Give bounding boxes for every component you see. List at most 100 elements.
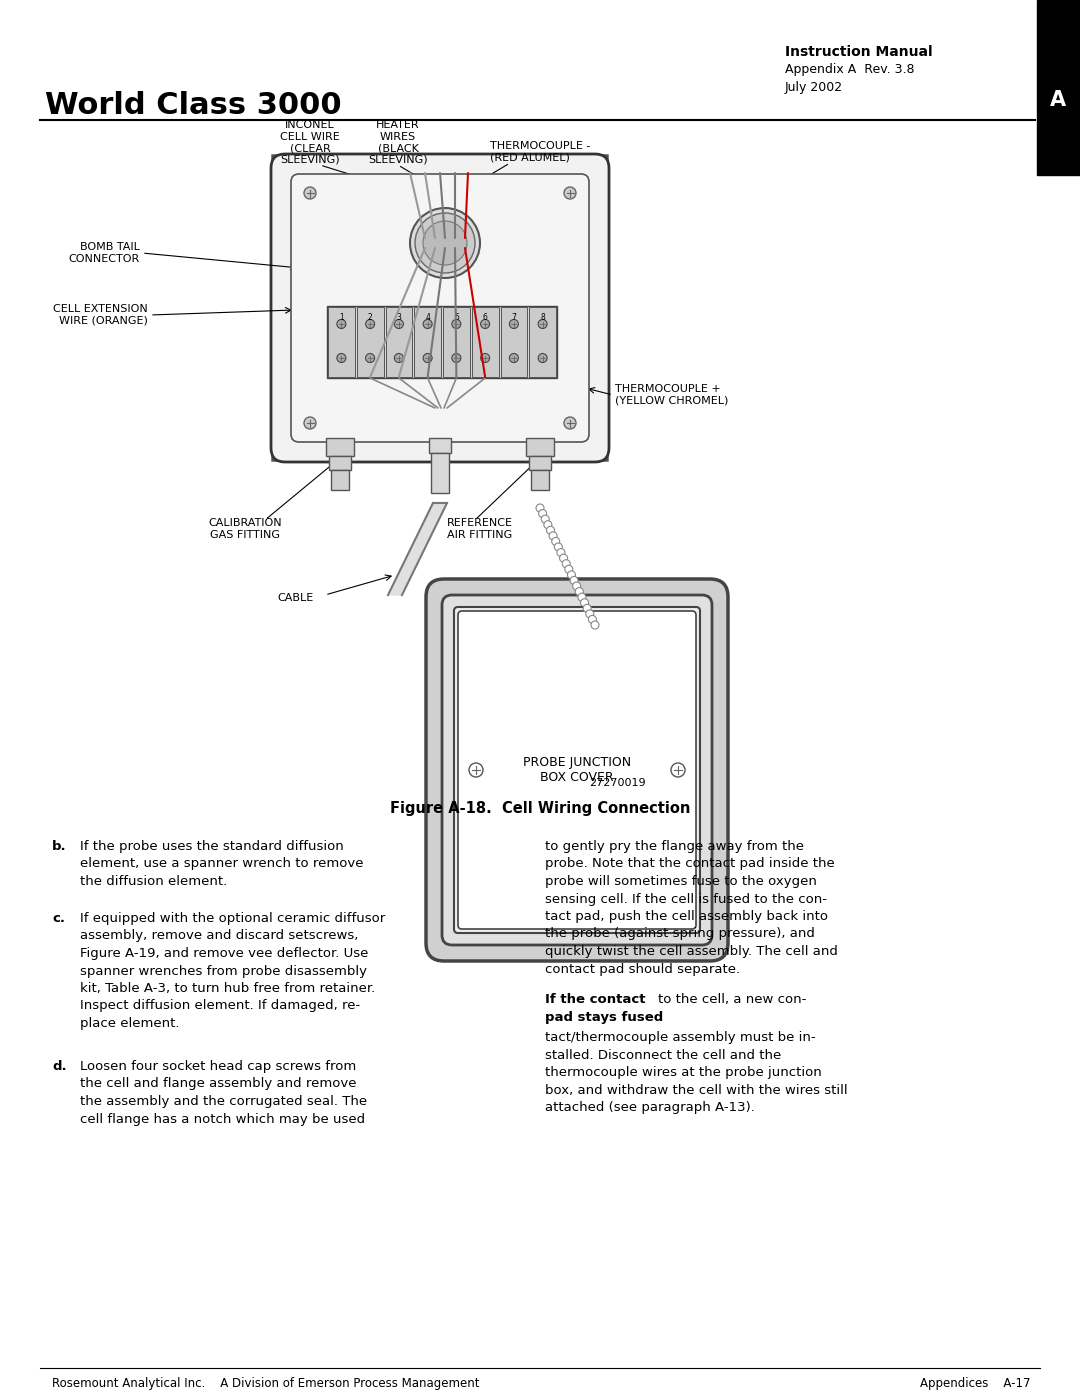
Text: c.: c. bbox=[52, 912, 65, 925]
Text: HEATER
WIRES
(BLACK
SLEEVING): HEATER WIRES (BLACK SLEEVING) bbox=[368, 120, 428, 165]
Text: tact/thermocouple assembly must be in-
stalled. Disconnect the cell and the
ther: tact/thermocouple assembly must be in- s… bbox=[545, 1031, 848, 1115]
Circle shape bbox=[578, 594, 586, 601]
Text: A: A bbox=[1050, 89, 1066, 110]
Circle shape bbox=[570, 577, 578, 584]
Circle shape bbox=[583, 605, 591, 612]
Circle shape bbox=[557, 549, 565, 556]
Circle shape bbox=[554, 543, 563, 550]
Bar bbox=[386, 307, 413, 377]
Circle shape bbox=[366, 320, 375, 328]
FancyBboxPatch shape bbox=[442, 595, 712, 944]
Circle shape bbox=[536, 504, 544, 511]
Text: If the contact
pad stays fused: If the contact pad stays fused bbox=[545, 993, 663, 1024]
Text: 27270019: 27270019 bbox=[589, 778, 646, 788]
Text: 1: 1 bbox=[339, 313, 343, 323]
Circle shape bbox=[538, 353, 548, 362]
Text: BOMB TAIL
CONNECTOR: BOMB TAIL CONNECTOR bbox=[69, 242, 140, 264]
Text: d.: d. bbox=[52, 1060, 67, 1073]
Circle shape bbox=[539, 510, 546, 517]
Bar bbox=[326, 439, 354, 455]
Text: to gently pry the flange away from the
probe. Note that the contact pad inside t: to gently pry the flange away from the p… bbox=[545, 840, 838, 975]
Text: REFERENCE
AIR FITTING: REFERENCE AIR FITTING bbox=[447, 518, 513, 539]
Text: THERMOCOUPLE +
(YELLOW CHROMEL): THERMOCOUPLE + (YELLOW CHROMEL) bbox=[615, 384, 728, 405]
Polygon shape bbox=[388, 503, 447, 595]
Circle shape bbox=[549, 532, 557, 539]
Bar bbox=[472, 307, 499, 377]
Circle shape bbox=[394, 320, 403, 328]
Bar bbox=[526, 439, 554, 455]
Text: THERMOCOUPLE -
(RED ALUMEL): THERMOCOUPLE - (RED ALUMEL) bbox=[490, 141, 591, 163]
FancyBboxPatch shape bbox=[458, 610, 696, 929]
Text: PROBE JUNCTION
BOX COVER: PROBE JUNCTION BOX COVER bbox=[523, 756, 631, 784]
Circle shape bbox=[589, 616, 596, 623]
Circle shape bbox=[591, 622, 599, 629]
Bar bbox=[529, 455, 551, 469]
Bar bbox=[356, 307, 383, 377]
Text: Figure A-18.  Cell Wiring Connection: Figure A-18. Cell Wiring Connection bbox=[390, 800, 690, 816]
Circle shape bbox=[559, 555, 568, 562]
Text: 2: 2 bbox=[368, 313, 373, 323]
Text: CABLE: CABLE bbox=[276, 592, 313, 604]
Circle shape bbox=[303, 187, 316, 198]
Circle shape bbox=[303, 416, 316, 429]
Text: INCONEL
CELL WIRE
(CLEAR
SLEEVING): INCONEL CELL WIRE (CLEAR SLEEVING) bbox=[280, 120, 340, 165]
Bar bbox=[429, 439, 451, 453]
Circle shape bbox=[415, 212, 475, 272]
Circle shape bbox=[581, 599, 589, 606]
Text: 4: 4 bbox=[426, 313, 430, 323]
Circle shape bbox=[451, 320, 461, 328]
Text: Appendices    A-17: Appendices A-17 bbox=[919, 1376, 1030, 1390]
Circle shape bbox=[337, 320, 346, 328]
Text: Appendix A  Rev. 3.8: Appendix A Rev. 3.8 bbox=[785, 63, 915, 77]
Circle shape bbox=[481, 320, 489, 328]
FancyBboxPatch shape bbox=[454, 608, 700, 933]
Bar bbox=[329, 455, 351, 469]
FancyBboxPatch shape bbox=[291, 175, 589, 441]
Circle shape bbox=[564, 416, 576, 429]
Bar bbox=[443, 307, 470, 377]
Circle shape bbox=[552, 538, 559, 545]
Circle shape bbox=[541, 515, 550, 522]
Circle shape bbox=[366, 353, 375, 362]
FancyBboxPatch shape bbox=[271, 154, 609, 462]
Text: to the cell, a new con-: to the cell, a new con- bbox=[658, 993, 807, 1006]
Text: 6: 6 bbox=[483, 313, 487, 323]
Circle shape bbox=[451, 353, 461, 362]
FancyBboxPatch shape bbox=[426, 578, 728, 961]
Text: Rosemount Analytical Inc.    A Division of Emerson Process Management: Rosemount Analytical Inc. A Division of … bbox=[52, 1376, 480, 1390]
Text: 7: 7 bbox=[512, 313, 516, 323]
Circle shape bbox=[481, 353, 489, 362]
Circle shape bbox=[423, 221, 467, 265]
Circle shape bbox=[337, 353, 346, 362]
Bar bbox=[500, 307, 527, 377]
Circle shape bbox=[565, 566, 572, 573]
Text: CALIBRATION
GAS FITTING: CALIBRATION GAS FITTING bbox=[208, 518, 282, 539]
Text: July 2002: July 2002 bbox=[785, 81, 843, 95]
Circle shape bbox=[510, 320, 518, 328]
Circle shape bbox=[394, 353, 403, 362]
Bar bbox=[431, 453, 449, 493]
Bar bbox=[328, 307, 354, 377]
Circle shape bbox=[563, 560, 570, 567]
Circle shape bbox=[410, 208, 480, 278]
Text: Loosen four socket head cap screws from
the cell and flange assembly and remove
: Loosen four socket head cap screws from … bbox=[80, 1060, 367, 1126]
Circle shape bbox=[671, 763, 685, 777]
Circle shape bbox=[423, 353, 432, 362]
Text: If the probe uses the standard diffusion
element, use a spanner wrench to remove: If the probe uses the standard diffusion… bbox=[80, 840, 364, 888]
Bar bbox=[529, 307, 556, 377]
FancyBboxPatch shape bbox=[273, 156, 607, 460]
Circle shape bbox=[567, 571, 576, 578]
Bar bbox=[531, 469, 549, 490]
Circle shape bbox=[564, 187, 576, 198]
Circle shape bbox=[572, 583, 581, 590]
Circle shape bbox=[544, 521, 552, 528]
Text: b.: b. bbox=[52, 840, 67, 854]
Bar bbox=[327, 306, 557, 379]
Text: If equipped with the optional ceramic diffusor
assembly, remove and discard sets: If equipped with the optional ceramic di… bbox=[80, 912, 386, 1030]
Circle shape bbox=[469, 763, 483, 777]
Circle shape bbox=[546, 527, 554, 534]
Bar bbox=[1037, 0, 1080, 175]
Text: 5: 5 bbox=[454, 313, 459, 323]
Circle shape bbox=[538, 320, 548, 328]
Text: 8: 8 bbox=[540, 313, 545, 323]
